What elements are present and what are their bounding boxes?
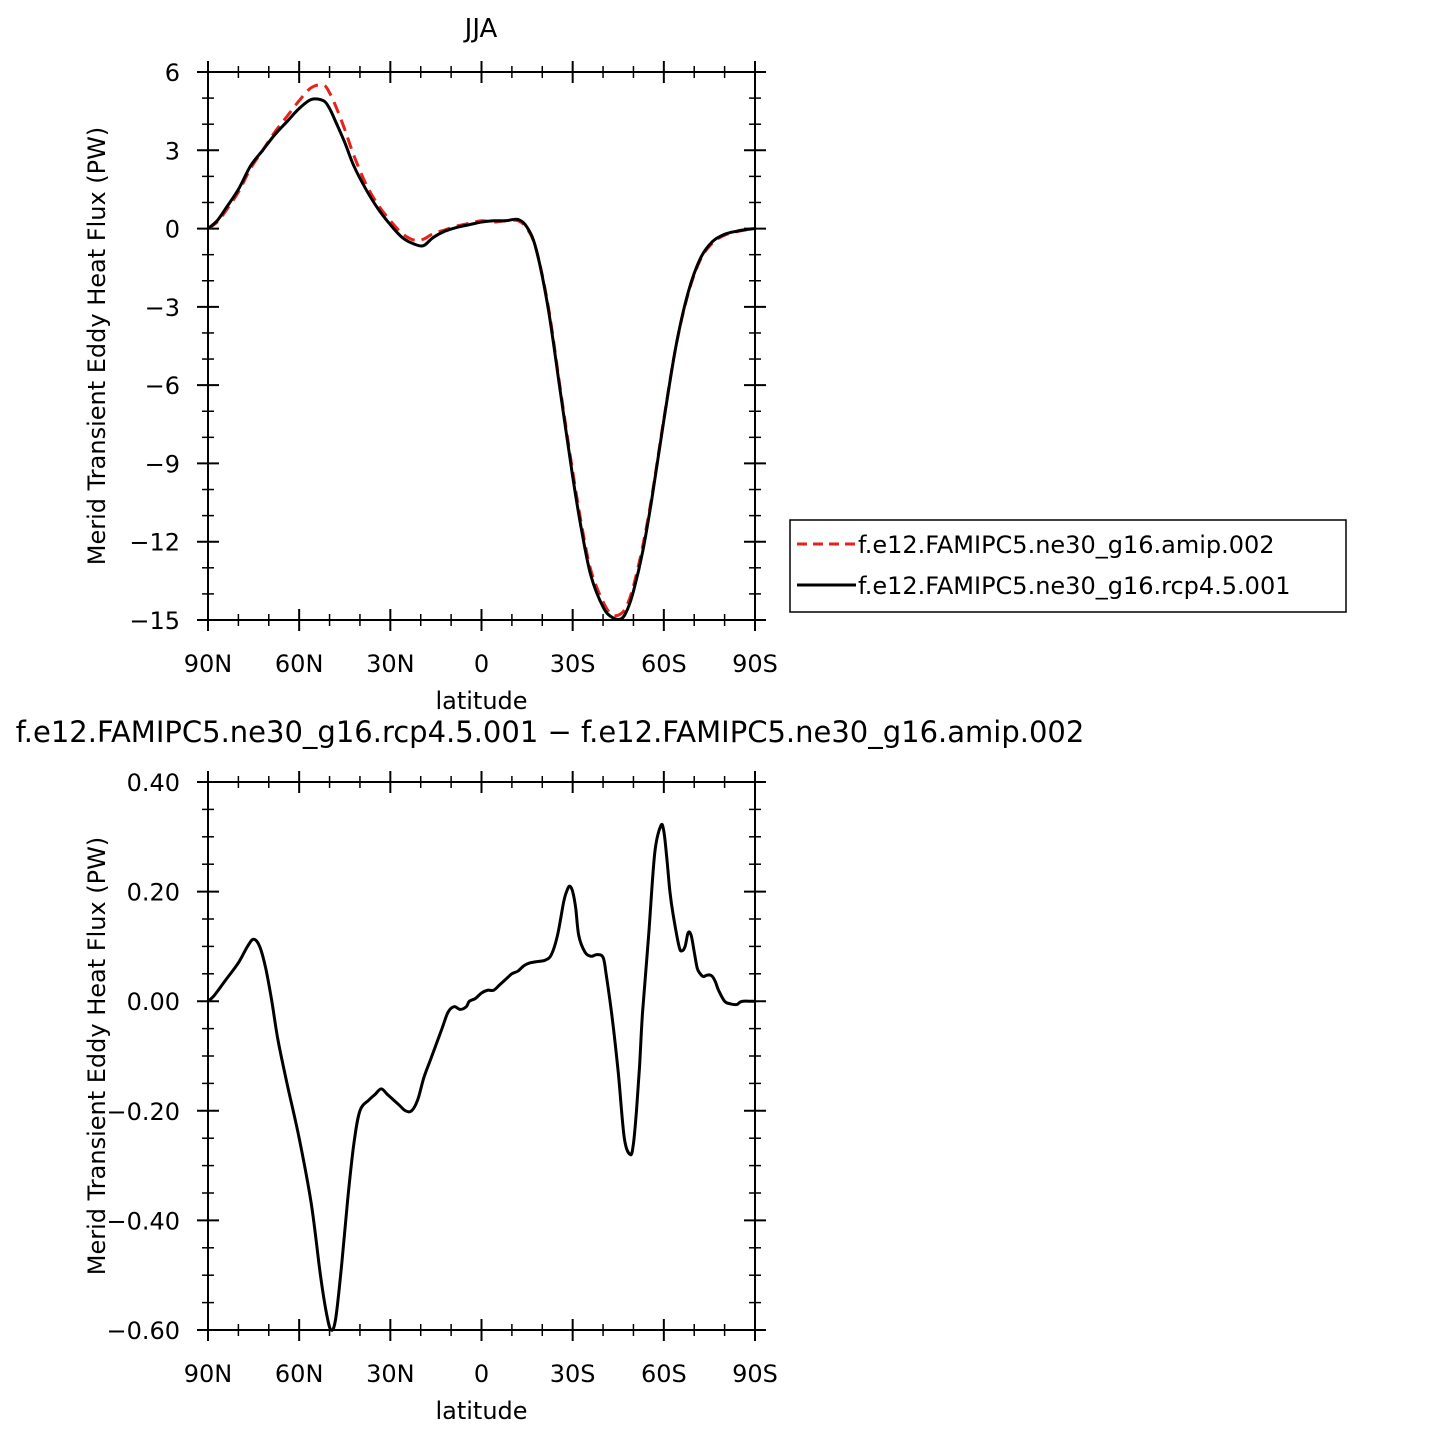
y-tick-label: −6 <box>145 372 180 400</box>
y-tick-label: 6 <box>165 59 180 87</box>
y-tick-label: −0.40 <box>106 1207 180 1235</box>
x-tick-label: 0 <box>474 650 489 678</box>
series-line-2 <box>206 97 757 621</box>
x-axis-label: latitude <box>435 1397 527 1425</box>
x-tick-label: 0 <box>474 1360 489 1388</box>
x-tick-label: 60S <box>641 650 687 678</box>
legend-label-2: f.e12.FAMIPC5.ne30_g16.rcp4.5.001 <box>858 572 1291 600</box>
y-axis-label: Merid Transient Eddy Heat Flux (PW) <box>83 127 111 565</box>
series-line-1 <box>206 822 757 1332</box>
y-tick-label: −15 <box>129 607 180 635</box>
x-tick-label: 90S <box>732 650 778 678</box>
y-tick-label: 3 <box>165 137 180 165</box>
y-tick-label: 0.20 <box>127 879 180 907</box>
series-line-1 <box>207 83 756 618</box>
x-tick-label: 30S <box>550 1360 596 1388</box>
x-tick-label: 90N <box>184 650 233 678</box>
y-tick-label: 0.40 <box>127 769 180 797</box>
x-tick-label: 30N <box>366 1360 415 1388</box>
x-tick-label: 90N <box>184 1360 233 1388</box>
y-tick-label: 0.00 <box>127 988 180 1016</box>
y-tick-label: −0.20 <box>106 1098 180 1126</box>
legend-box <box>789 519 1347 613</box>
y-tick-label: −9 <box>145 450 180 478</box>
x-tick-label: 30S <box>550 650 596 678</box>
y-tick-label: −3 <box>145 294 180 322</box>
plot-frame <box>207 71 756 621</box>
legend: f.e12.FAMIPC5.ne30_g16.amip.002 f.e12.FAM… <box>789 519 1347 613</box>
y-tick-label: −0.60 <box>106 1317 180 1345</box>
y-axis-label: Merid Transient Eddy Heat Flux (PW) <box>83 837 111 1275</box>
x-tick-label: 60S <box>641 1360 687 1388</box>
plot-frame <box>207 781 756 1331</box>
x-tick-label: 90S <box>732 1360 778 1388</box>
chart-title: JJA <box>463 14 498 44</box>
legend-label-1: f.e12.FAMIPC5.ne30_g16.amip.002 <box>858 531 1275 559</box>
y-tick-label: 0 <box>165 216 180 244</box>
x-tick-label: 60N <box>275 650 324 678</box>
x-axis-label: latitude <box>435 687 527 715</box>
y-tick-label: −12 <box>129 529 180 557</box>
x-tick-label: 30N <box>366 650 415 678</box>
x-tick-label: 60N <box>275 1360 324 1388</box>
chart-title: f.e12.FAMIPC5.ne30_g16.rcp4.5.001 − f.e1… <box>16 715 1085 749</box>
